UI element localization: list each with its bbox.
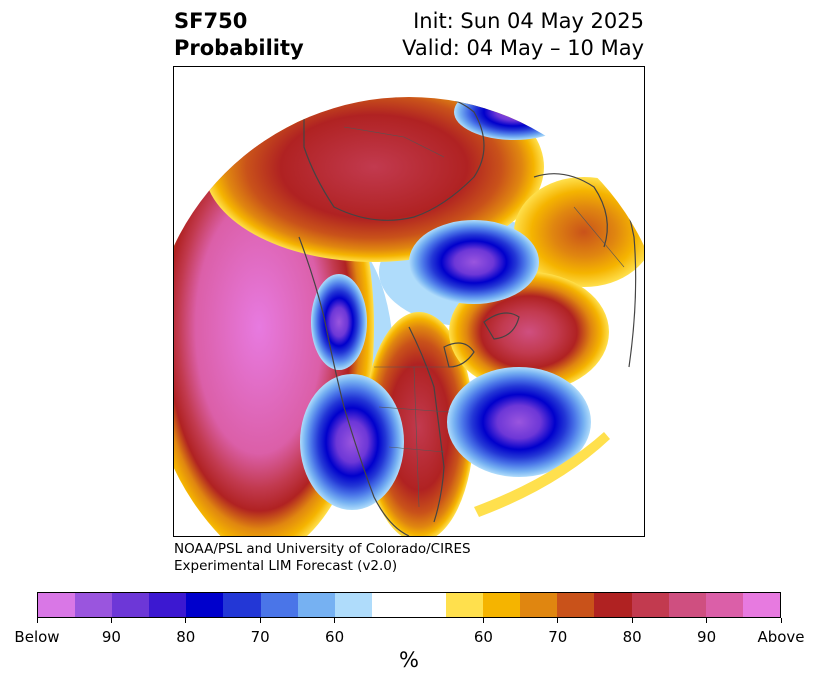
colorbar-segment — [112, 593, 150, 617]
colorbar-segment — [705, 593, 743, 617]
colorbar-segment — [557, 593, 595, 617]
map-panel — [173, 66, 645, 537]
init-date: Init: Sun 04 May 2025 — [413, 9, 644, 33]
map-title: SF750 Probability — [174, 8, 304, 62]
yellow-band — [474, 432, 610, 517]
colorbar-segment — [75, 593, 113, 617]
colorbar-tick-label: 80 — [176, 628, 196, 646]
colorbar — [37, 592, 781, 618]
colorbar-segment — [668, 593, 706, 617]
colorbar-tick-mark — [110, 618, 112, 623]
colorbar-tick-label: 70 — [250, 628, 270, 646]
colorbar-tick-label: 90 — [697, 628, 717, 646]
colorbar-tick-mark — [557, 618, 559, 623]
colorbar-tick-label: Below — [14, 628, 60, 646]
colorbar-segment — [742, 593, 780, 617]
colorbar-tick-label: 80 — [622, 628, 642, 646]
colorbar-tick-label: 60 — [325, 628, 345, 646]
credit-text: NOAA/PSL and University of Colorado/CIRE… — [174, 541, 471, 575]
colorbar-tick-label: 60 — [473, 628, 493, 646]
probability-map — [174, 97, 644, 536]
colorbar-tick-label: Above — [757, 628, 805, 646]
borders — [343, 126, 625, 508]
colorbar-segment — [483, 593, 521, 617]
colorbar-tick-mark — [185, 618, 187, 623]
colorbar-tick-label: 90 — [101, 628, 121, 646]
colorbar-segment — [149, 593, 187, 617]
colorbar-segment — [38, 593, 76, 617]
northeast-negative-anomaly — [454, 97, 574, 140]
credit-line2: Experimental LIM Forecast (v2.0) — [174, 558, 398, 574]
title-type: Probability — [174, 36, 304, 60]
colorbar-segment — [186, 593, 224, 617]
eurasia-positive-anomaly — [514, 177, 644, 287]
colorbar-segment — [520, 593, 558, 617]
arctic-negative-anomaly — [409, 220, 539, 304]
colorbar-segment — [297, 593, 335, 617]
credit-line1: NOAA/PSL and University of Colorado/CIRE… — [174, 541, 471, 557]
colorbar-tick-mark — [631, 618, 633, 623]
colorbar-unit: % — [399, 648, 419, 672]
colorbar-segment — [631, 593, 669, 617]
northwest-negative-anomaly — [311, 274, 367, 370]
colorbar-segment — [446, 593, 484, 617]
colorbar-tick-label: 70 — [548, 628, 568, 646]
map-dates: Init: Sun 04 May 2025 Valid: 04 May – 10… — [345, 8, 644, 62]
colorbar-segment — [223, 593, 261, 617]
colorbar-tick-mark — [706, 618, 708, 623]
colorbar-segment — [371, 593, 409, 617]
colorbar-tick-mark — [259, 618, 261, 623]
colorbar-segment — [260, 593, 298, 617]
colorbar-tick-mark — [36, 618, 38, 623]
colorbar-tick-mark — [334, 618, 336, 623]
colorbar-tick-mark — [780, 618, 782, 623]
valid-range: Valid: 04 May – 10 May — [402, 36, 644, 60]
southwest-negative-anomaly — [300, 374, 404, 510]
colorbar-segment — [408, 593, 447, 617]
forecast-field — [174, 97, 644, 536]
atlantic-negative-anomaly — [447, 367, 591, 477]
title-variable: SF750 — [174, 9, 248, 33]
colorbar-tick-mark — [482, 618, 484, 623]
colorbar-segment — [334, 593, 372, 617]
colorbar-segment — [594, 593, 632, 617]
